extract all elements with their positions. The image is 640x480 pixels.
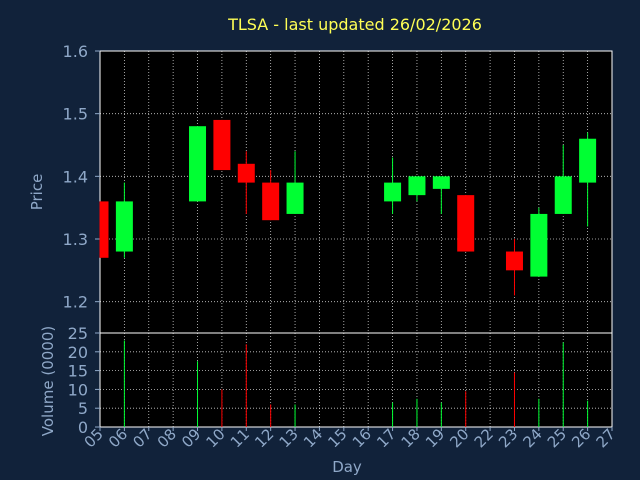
x-tick-label: 13 bbox=[276, 425, 302, 451]
price-tick-label: 1.2 bbox=[63, 293, 88, 312]
volume-tick-label: 0 bbox=[78, 418, 88, 437]
candle-body bbox=[189, 126, 207, 202]
x-tick-labels: 0506070809101112131415161718192022232425… bbox=[81, 425, 619, 451]
price-panel: 1.2 1.3 1.4 1.5 1.6 bbox=[63, 42, 613, 334]
candle-body bbox=[432, 176, 450, 189]
x-tick-label: 19 bbox=[422, 425, 448, 451]
candle-body bbox=[262, 182, 280, 221]
price-tick-label: 1.4 bbox=[63, 167, 88, 186]
volume-axis-label: Volume (0000) bbox=[39, 326, 57, 436]
x-tick-label: 24 bbox=[519, 425, 545, 451]
x-tick-label: 17 bbox=[373, 425, 399, 451]
x-tick-label: 14 bbox=[300, 425, 326, 451]
volume-tick-label: 15 bbox=[68, 362, 88, 381]
x-tick-label: 10 bbox=[203, 425, 229, 451]
x-tick-label: 15 bbox=[324, 425, 350, 451]
day-axis-label: Day bbox=[332, 458, 362, 476]
x-tick-label: 25 bbox=[544, 425, 570, 451]
x-tick-label: 11 bbox=[227, 425, 253, 451]
candle-body bbox=[579, 138, 597, 183]
x-tick-label: 12 bbox=[251, 425, 277, 451]
volume-tick-label: 25 bbox=[68, 324, 88, 343]
x-tick-label: 16 bbox=[349, 425, 375, 451]
volume-tick-label: 20 bbox=[68, 343, 88, 362]
candle-body bbox=[530, 213, 548, 277]
candle-body bbox=[286, 182, 304, 214]
price-tick-label: 1.5 bbox=[63, 105, 88, 124]
candle-body bbox=[384, 182, 402, 202]
candle-body bbox=[457, 195, 475, 252]
candle-body bbox=[505, 251, 523, 271]
candle-body bbox=[408, 176, 426, 196]
x-tick-label: 06 bbox=[105, 425, 131, 451]
volume-plot-area bbox=[99, 332, 613, 428]
volume-tick-label: 5 bbox=[78, 399, 88, 418]
x-tick-label: 20 bbox=[446, 425, 472, 451]
x-tick-label: 23 bbox=[495, 425, 521, 451]
x-tick-label: 22 bbox=[471, 425, 497, 451]
candle-body bbox=[115, 201, 133, 252]
candle-body bbox=[237, 163, 255, 183]
volume-tick-label: 10 bbox=[68, 380, 88, 399]
price-tick-label: 1.3 bbox=[63, 230, 88, 249]
x-tick-label: 26 bbox=[568, 425, 594, 451]
x-tick-label: 18 bbox=[398, 425, 424, 451]
candle-body bbox=[213, 119, 231, 171]
x-tick-label: 07 bbox=[129, 425, 155, 451]
price-tick-label: 1.6 bbox=[63, 42, 88, 61]
candle-body bbox=[554, 176, 572, 214]
price-plot-area bbox=[99, 50, 613, 334]
x-tick-label: 27 bbox=[593, 425, 619, 451]
x-tick-label: 09 bbox=[178, 425, 204, 451]
x-tick-label: 08 bbox=[154, 425, 180, 451]
candle-body bbox=[100, 201, 109, 258]
price-axis-label: Price bbox=[28, 174, 46, 211]
chart-title: TLSA - last updated 26/02/2026 bbox=[227, 15, 482, 34]
